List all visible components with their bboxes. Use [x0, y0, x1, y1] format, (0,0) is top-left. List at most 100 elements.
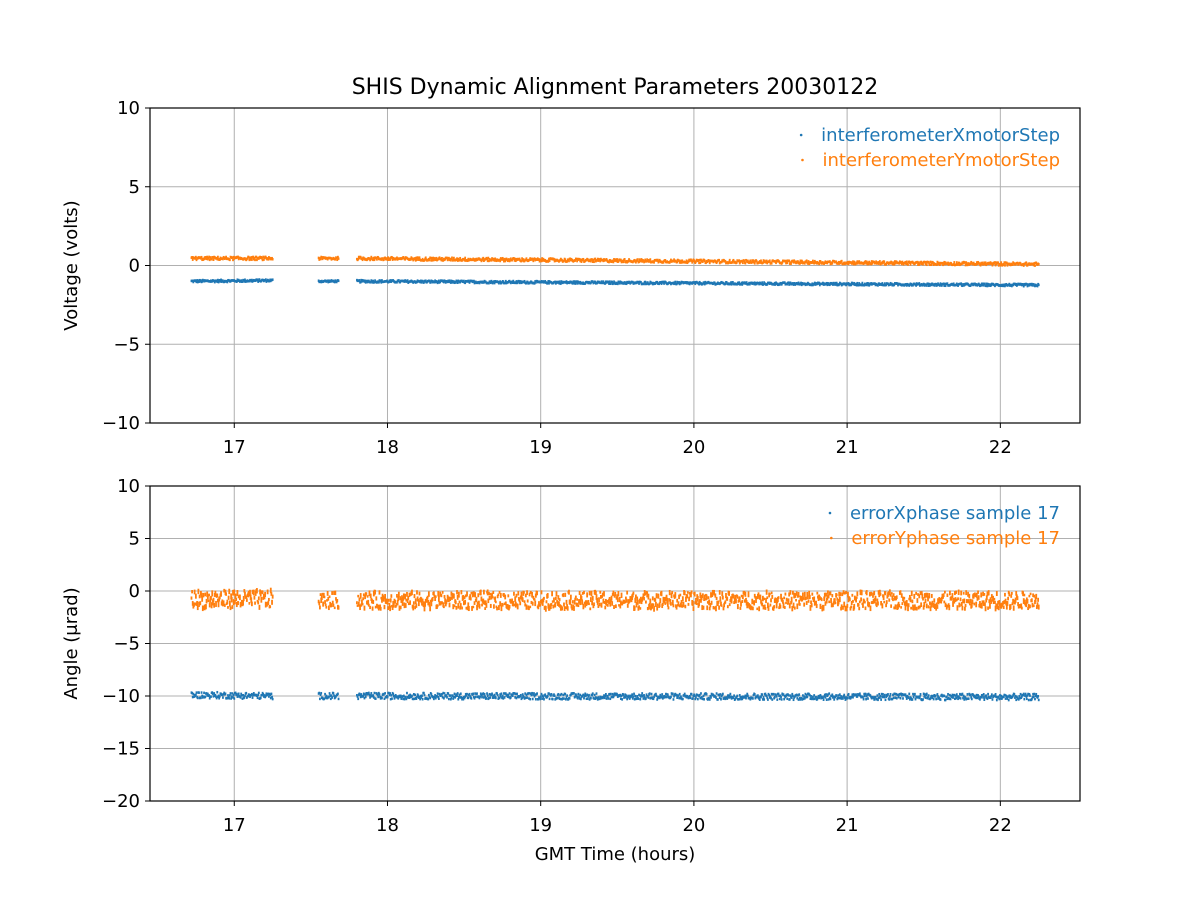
data-point	[378, 693, 381, 696]
data-point	[765, 259, 768, 263]
data-point	[770, 591, 773, 595]
data-point	[883, 282, 886, 285]
data-point	[929, 606, 932, 612]
data-point	[881, 695, 884, 699]
data-point	[454, 696, 457, 699]
data-point	[703, 281, 705, 284]
data-point	[627, 696, 630, 699]
data-point	[905, 284, 908, 287]
data-point	[1011, 695, 1014, 699]
data-point	[680, 259, 682, 263]
data-point	[702, 694, 705, 698]
data-point	[885, 600, 888, 605]
data-point	[195, 258, 198, 262]
data-point	[778, 283, 781, 286]
data-point	[578, 599, 580, 604]
data-point	[538, 259, 541, 263]
data-point	[961, 692, 964, 696]
data-point	[523, 600, 526, 603]
data-point	[954, 697, 956, 701]
data-point	[588, 693, 590, 697]
data-point	[235, 280, 238, 283]
data-point	[708, 606, 711, 611]
data-point	[907, 605, 909, 612]
data-point	[517, 591, 520, 596]
data-point	[751, 606, 754, 611]
data-point	[371, 257, 373, 260]
data-point	[394, 599, 396, 604]
data-point	[656, 698, 659, 701]
data-point	[462, 595, 465, 600]
data-point	[765, 589, 768, 595]
data-point	[360, 603, 363, 607]
data-point	[475, 596, 478, 603]
data-point	[604, 692, 607, 696]
data-point	[589, 597, 592, 602]
data-point	[769, 603, 772, 607]
data-point	[709, 694, 712, 698]
data-point	[964, 603, 967, 608]
data-point	[521, 257, 523, 260]
data-point	[191, 695, 194, 699]
data-point	[320, 597, 323, 603]
data-point	[208, 694, 210, 697]
data-point	[745, 281, 748, 284]
data-point	[194, 255, 197, 259]
data-point	[455, 258, 458, 262]
data-point	[807, 262, 809, 265]
data-point	[392, 692, 395, 696]
data-point	[593, 697, 595, 700]
data-point	[271, 695, 273, 699]
data-point	[200, 255, 203, 259]
data-point	[965, 261, 968, 264]
data-point	[269, 605, 272, 609]
data-point	[575, 257, 578, 261]
data-point	[512, 601, 515, 607]
data-point	[373, 258, 376, 262]
data-point	[557, 692, 560, 696]
data-point	[575, 602, 578, 607]
data-point	[878, 696, 881, 699]
data-point	[771, 698, 774, 701]
data-point	[251, 696, 254, 699]
data-point	[768, 259, 771, 262]
data-point	[785, 261, 787, 265]
data-point	[1007, 695, 1009, 698]
data-point	[658, 282, 660, 286]
data-point	[881, 282, 884, 285]
data-point	[815, 603, 818, 609]
data-point	[780, 698, 783, 701]
data-point	[492, 590, 495, 594]
data-point	[359, 604, 361, 611]
data-point	[797, 282, 799, 286]
data-point	[502, 697, 505, 700]
data-point	[762, 283, 765, 286]
data-point	[688, 282, 691, 286]
data-point	[611, 695, 614, 699]
data-point	[596, 698, 599, 701]
data-point	[504, 601, 507, 606]
data-point	[901, 260, 904, 264]
data-point	[770, 262, 773, 265]
data-point	[648, 692, 651, 695]
data-point	[554, 282, 557, 285]
data-point	[930, 694, 933, 698]
data-point	[935, 282, 938, 286]
data-point	[907, 263, 909, 266]
data-point	[439, 694, 442, 698]
data-point	[249, 589, 251, 597]
data-point	[453, 604, 456, 608]
data-point	[377, 281, 380, 284]
data-point	[751, 260, 754, 264]
data-point	[574, 597, 577, 601]
data-point	[217, 601, 220, 608]
data-point	[356, 604, 359, 607]
data-point	[960, 590, 963, 596]
data-point	[865, 262, 867, 265]
data-point	[618, 596, 621, 603]
data-point	[438, 601, 441, 606]
data-point	[855, 284, 858, 287]
data-point	[319, 693, 322, 697]
data-point	[1029, 694, 1031, 697]
data-point	[467, 602, 470, 608]
